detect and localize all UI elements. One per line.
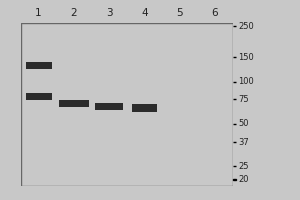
Bar (26, 93, 52, 100)
Bar (58, 100, 89, 107)
Bar (95, 103, 123, 110)
Text: 150: 150 (238, 53, 254, 62)
Text: 50: 50 (238, 119, 248, 128)
Text: 5: 5 (176, 8, 183, 18)
Text: 6: 6 (212, 8, 218, 18)
Bar (132, 104, 157, 112)
Bar (26, 62, 52, 69)
Text: 37: 37 (238, 138, 249, 147)
Text: 75: 75 (238, 95, 248, 104)
Text: 100: 100 (238, 77, 254, 86)
Text: 25: 25 (238, 162, 248, 171)
Text: 3: 3 (106, 8, 112, 18)
Text: 1: 1 (35, 8, 42, 18)
Text: 20: 20 (238, 175, 248, 184)
Text: 4: 4 (141, 8, 148, 18)
Text: 250: 250 (238, 22, 254, 31)
Text: 2: 2 (70, 8, 77, 18)
